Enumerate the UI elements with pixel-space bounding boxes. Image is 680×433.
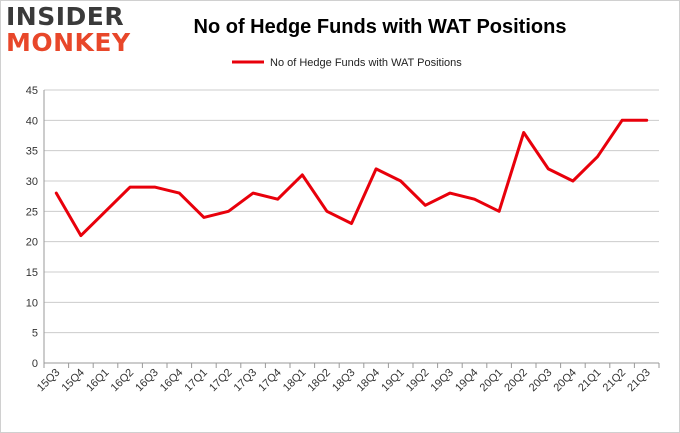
- legend-label: No of Hedge Funds with WAT Positions: [270, 57, 462, 69]
- y-tick-label: 40: [26, 115, 38, 127]
- y-tick-label: 45: [26, 85, 38, 97]
- x-tick-label: 18Q1: [281, 367, 309, 395]
- data-point: [547, 167, 550, 171]
- data-point: [571, 179, 575, 183]
- x-tick-label: 20Q1: [478, 367, 506, 395]
- data-point: [473, 198, 476, 201]
- data-point: [350, 222, 353, 225]
- y-tick-label: 35: [26, 146, 38, 158]
- x-tick-label: 18Q4: [355, 367, 383, 395]
- data-point: [79, 234, 83, 237]
- data-point: [645, 119, 648, 122]
- x-tick-label: 18Q2: [305, 367, 333, 395]
- x-tick-label: 20Q3: [527, 367, 555, 395]
- x-tick-label: 17Q3: [232, 367, 260, 395]
- x-axis: 15Q315Q416Q116Q216Q316Q417Q117Q217Q317Q4…: [35, 363, 660, 395]
- data-point: [374, 167, 378, 171]
- data-point: [153, 185, 156, 189]
- x-tick-label: 16Q1: [84, 367, 112, 395]
- x-tick-label: 15Q3: [35, 367, 63, 395]
- x-tick-label: 19Q2: [404, 367, 432, 395]
- data-point: [596, 155, 599, 158]
- x-tick-label: 19Q1: [379, 367, 407, 395]
- x-tick-label: 15Q4: [59, 367, 87, 395]
- data-point: [104, 210, 107, 213]
- y-tick-label: 15: [26, 267, 38, 279]
- x-tick-label: 21Q1: [576, 367, 604, 395]
- data-point: [128, 185, 132, 189]
- series-layer: [54, 118, 649, 238]
- y-tick-label: 20: [26, 237, 38, 249]
- data-point: [251, 191, 255, 195]
- x-tick-label: 18Q3: [330, 367, 358, 395]
- x-tick-label: 16Q4: [158, 367, 186, 395]
- y-tick-label: 25: [26, 206, 38, 218]
- y-tick-label: 5: [32, 328, 38, 340]
- x-tick-label: 19Q4: [453, 367, 481, 395]
- x-tick-label: 16Q3: [133, 367, 161, 395]
- x-tick-label: 21Q3: [625, 367, 653, 395]
- legend: No of Hedge Funds with WAT Positions: [232, 57, 462, 69]
- data-point: [448, 191, 452, 195]
- x-tick-label: 19Q3: [428, 367, 456, 395]
- data-point: [424, 204, 427, 207]
- series-line-0: [54, 118, 649, 238]
- data-point: [276, 198, 279, 201]
- y-tick-label: 30: [26, 176, 38, 188]
- data-point: [497, 210, 501, 213]
- x-tick-label: 21Q2: [601, 367, 629, 395]
- x-tick-label: 20Q2: [502, 367, 530, 395]
- gridlines: [43, 89, 659, 364]
- data-point: [325, 210, 329, 213]
- x-tick-label: 17Q4: [256, 367, 284, 395]
- logo-line-2: MONKEY: [6, 28, 131, 57]
- data-point: [522, 131, 525, 134]
- y-tick-label: 10: [26, 297, 38, 309]
- logo-line-1: INSIDER: [6, 2, 125, 31]
- x-tick-label: 20Q4: [551, 367, 579, 395]
- x-tick-label: 17Q1: [182, 367, 210, 395]
- y-axis-ticks: 0 5 10 15 20 25 30 35 40 45: [26, 85, 38, 370]
- data-point: [399, 179, 402, 183]
- x-tick-label: 17Q2: [207, 367, 235, 395]
- data-point: [202, 216, 206, 219]
- data-point: [55, 191, 58, 195]
- data-point: [178, 191, 181, 195]
- data-point: [301, 173, 304, 177]
- y-tick-label: 0: [32, 358, 38, 370]
- data-point: [620, 119, 624, 122]
- insider-monkey-logo: INSIDER MONKEY: [6, 4, 131, 56]
- x-tick-label: 16Q2: [109, 367, 137, 395]
- data-point: [227, 210, 230, 213]
- chart-title: No of Hedge Funds with WAT Positions: [193, 16, 567, 38]
